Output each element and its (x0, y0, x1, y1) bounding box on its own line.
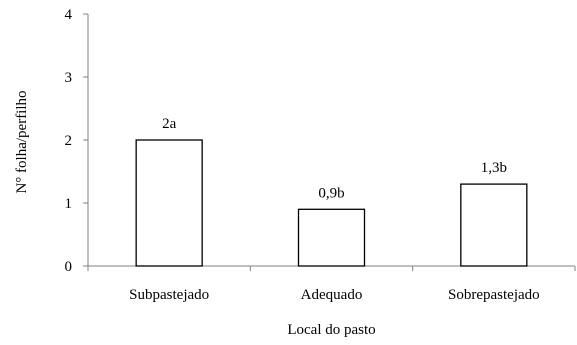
bar-sobrepastejado (460, 183, 528, 267)
y-axis-title: N° folha/perfilho (14, 90, 30, 193)
y-tick-label: 0 (65, 259, 73, 275)
data-label: 0,9b (318, 185, 344, 201)
y-tick-label: 3 (65, 70, 73, 86)
bar-subpastejado (135, 139, 203, 267)
bars: 2a 0,9b 1,3b (135, 116, 528, 267)
y-tick-label: 2 (65, 133, 73, 149)
y-tick-label: 1 (65, 196, 73, 212)
x-tick-label: Subpastejado (129, 287, 209, 303)
bar-adequado (297, 208, 366, 267)
data-label: 2a (162, 116, 177, 132)
y-axis: 0 1 2 3 4 (65, 7, 89, 275)
data-label: 1,3b (481, 160, 507, 176)
x-tick-label: Sobrepastejado (448, 287, 540, 303)
x-tick-label: Adequado (301, 287, 363, 303)
y-tick-label: 4 (65, 7, 73, 23)
x-axis-title: Local do pasto (287, 322, 375, 338)
x-axis: Subpastejado Adequado Sobrepastejado (87, 265, 576, 303)
